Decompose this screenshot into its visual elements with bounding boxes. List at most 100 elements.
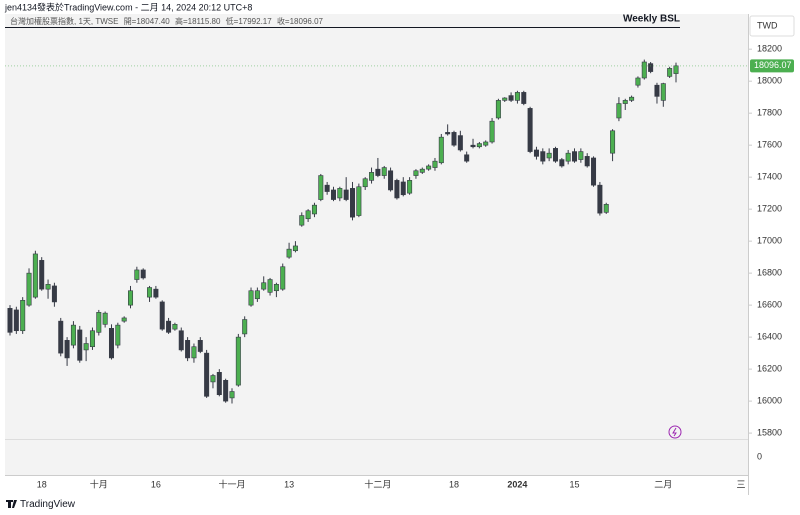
candle-body (20, 300, 26, 332)
candle-body (483, 141, 489, 146)
candle-body (191, 346, 197, 359)
candle-body (128, 290, 134, 306)
candle-body (159, 301, 165, 330)
candle-body (356, 186, 362, 216)
symbol: 台灣加權股票指數, 1天, TWSE (10, 16, 118, 26)
legend-low: 低=17992.17 (226, 16, 273, 26)
candle-body (445, 132, 451, 135)
candle-body (7, 308, 13, 333)
brand-logo (6, 500, 17, 508)
candle-body (229, 391, 235, 399)
candle-body (419, 168, 425, 173)
y-tick-label: 17800 (757, 108, 782, 118)
candle-body (261, 282, 267, 290)
candle-body (546, 152, 552, 159)
candle-body (559, 159, 565, 167)
candle-body (667, 68, 673, 77)
attribution: jen4134發表於TradingView.com - 二月 14, 2024 … (4, 1, 252, 12)
candle-body (438, 136, 444, 164)
candle-body (464, 154, 470, 162)
candle-body (32, 253, 38, 298)
candle-body (673, 65, 679, 74)
candle-body (108, 328, 114, 359)
plot-background (5, 14, 748, 475)
legend-high: 高=18115.80 (175, 16, 221, 26)
candle-body (216, 372, 222, 396)
candle-body (83, 343, 89, 351)
y-tick-label: 16800 (757, 268, 782, 278)
candle-body (210, 375, 216, 383)
candle-body (369, 172, 375, 181)
alert-icon[interactable] (668, 425, 682, 439)
y-tick-label: 17400 (757, 172, 782, 182)
candle-body (400, 181, 406, 196)
currency: TWD (757, 20, 778, 30)
candle-body (375, 168, 381, 176)
x-tick-label: 十一月 (218, 478, 245, 489)
x-tick-label: 18 (449, 479, 459, 489)
candle-body (64, 340, 70, 359)
candle-body (235, 336, 241, 386)
legend: 台灣加權股票指數, 1天, TWSE 開=18047.40 高=18115.80… (10, 16, 324, 26)
candle-body (197, 340, 203, 352)
candle-body (641, 61, 647, 79)
candle-body (267, 279, 273, 293)
candle-body (185, 340, 191, 359)
candle-body (26, 272, 32, 306)
candle-body (572, 151, 578, 162)
candle-body (134, 269, 140, 280)
candle-body (77, 329, 83, 361)
y-tick-label: 17600 (757, 140, 782, 150)
candle-body (311, 204, 317, 215)
x-tick-label: 15 (570, 479, 580, 489)
candle-body (286, 248, 292, 258)
candle-body (204, 352, 210, 397)
candle-body (584, 156, 590, 167)
x-tick-label: 16 (151, 479, 161, 489)
candle-body (362, 178, 368, 188)
y-tick-label: 15800 (757, 427, 782, 437)
legend-open: 開=18047.40 (124, 17, 171, 26)
candle-body (153, 288, 159, 298)
candle-body (39, 260, 45, 290)
candle-body (476, 143, 482, 148)
candle-body (343, 189, 349, 200)
candle-body (330, 189, 336, 200)
candle-body (147, 287, 153, 298)
candle-body (381, 167, 387, 176)
alert-icon-bolt (672, 427, 677, 437)
candle-body (508, 95, 514, 101)
candle-body (654, 84, 660, 97)
candle-body (388, 170, 394, 191)
candle-body (635, 77, 641, 86)
x-tick-label: 二月 (654, 479, 672, 489)
candle-body (521, 92, 527, 104)
candle-body (457, 135, 463, 151)
candle-body (660, 83, 666, 101)
candle-body (616, 103, 622, 119)
candle-body (514, 92, 520, 101)
candle-body (527, 108, 533, 152)
candle-body (305, 210, 311, 220)
x-tick-label: 13 (284, 479, 294, 489)
candle-body (318, 175, 324, 200)
candle-body (565, 152, 571, 162)
candle-body (166, 320, 172, 333)
x-tick-label: 十二月 (364, 478, 391, 489)
candle-body (426, 165, 432, 170)
candle-body (223, 380, 229, 402)
candle-body (324, 184, 330, 192)
candle-body (540, 151, 546, 162)
x-tick-label: 三 (736, 479, 745, 489)
candle-body (502, 97, 508, 101)
candle-body (254, 290, 260, 300)
candle-body (337, 188, 343, 199)
y-tick-label: 18200 (757, 44, 782, 54)
y-tick-label: 16000 (757, 395, 782, 405)
y-tick-label: 17000 (757, 236, 782, 246)
candle-body (629, 96, 635, 101)
candle-body (172, 324, 178, 330)
candle-body (622, 100, 628, 104)
candle-body (242, 319, 248, 335)
